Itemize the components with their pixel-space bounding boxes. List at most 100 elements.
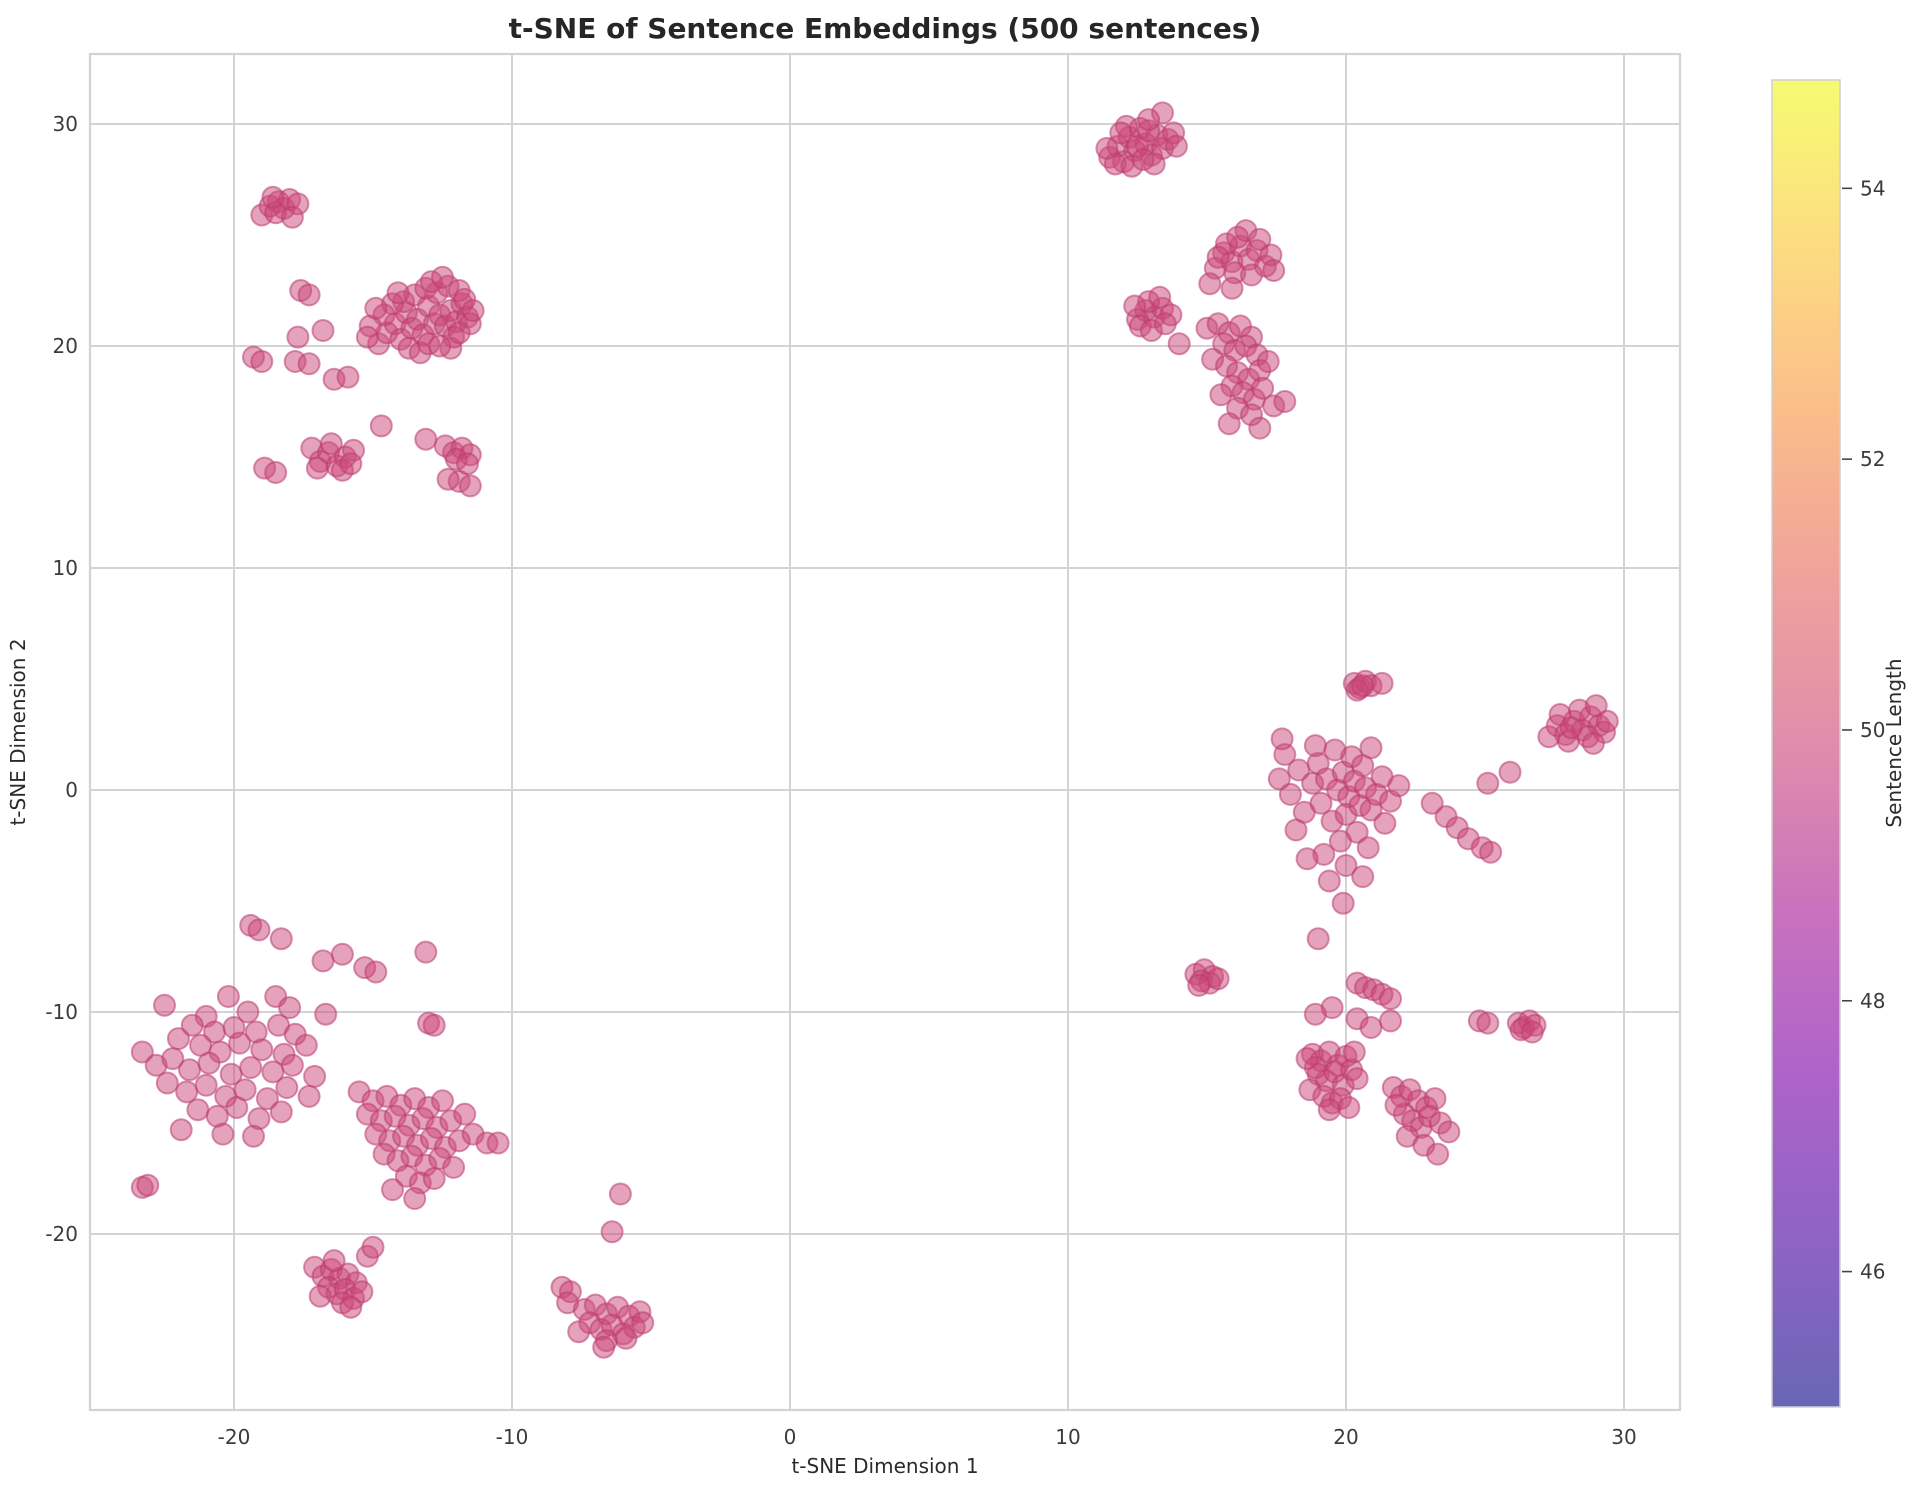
data-point (278, 996, 302, 1020)
chart-title: t-SNE of Sentence Embeddings (500 senten… (509, 12, 1262, 45)
data-point (275, 1076, 299, 1099)
data-point (461, 299, 485, 322)
data-point (153, 993, 176, 1017)
colorbar-tick-label: 50 (1860, 718, 1885, 742)
data-point (1317, 869, 1341, 893)
data-point (1498, 760, 1522, 784)
data-point (1520, 1020, 1544, 1044)
data-point (1295, 1047, 1319, 1071)
data-point (169, 1118, 193, 1142)
data-point (592, 1335, 616, 1359)
data-point (186, 1098, 210, 1122)
data-point (1306, 927, 1330, 951)
data-point (239, 1056, 263, 1079)
data-point (1351, 865, 1375, 889)
data-point (1262, 259, 1286, 282)
data-point (1328, 829, 1352, 853)
data-point (1323, 738, 1347, 762)
data-point (447, 321, 471, 345)
colorbar: 46 48 50 52 54 (1771, 79, 1885, 1408)
data-point (442, 1155, 466, 1179)
data-point (1479, 840, 1503, 864)
data-point (422, 1013, 446, 1037)
data-point (600, 1220, 624, 1244)
data-point (428, 334, 452, 358)
colorbar-tick-label: 46 (1860, 1260, 1885, 1284)
colorbar-gradient (1771, 79, 1841, 1408)
data-point (1131, 148, 1155, 171)
data-point (1595, 709, 1619, 733)
data-point (1267, 767, 1291, 791)
data-point (314, 1002, 338, 1026)
data-point (261, 185, 285, 209)
data-point (155, 1071, 179, 1095)
data-point (1337, 1096, 1361, 1119)
y-tick-label: 0 (65, 778, 78, 802)
data-point (1284, 818, 1308, 842)
data-point (431, 1089, 454, 1113)
data-point (1187, 973, 1211, 997)
data-point (280, 1053, 304, 1077)
y-tick-label: 10 (53, 556, 78, 580)
x-axis-label: t-SNE Dimension 1 (791, 1454, 978, 1478)
data-point (330, 942, 354, 966)
scatter-points (130, 101, 1619, 1359)
data-point (1220, 276, 1244, 300)
data-point (297, 352, 321, 376)
data-point (1209, 383, 1233, 407)
data-point (228, 1031, 252, 1055)
data-point (1248, 416, 1272, 440)
data-point (269, 1100, 293, 1124)
data-point (414, 940, 438, 964)
colorbar-label: Sentence Length (1882, 658, 1906, 827)
x-tick-label: 0 (784, 1425, 797, 1449)
data-point (178, 1058, 201, 1082)
data-point (386, 281, 410, 305)
data-point (161, 1047, 185, 1071)
data-point (1137, 108, 1161, 132)
data-point (364, 960, 388, 984)
data-point (1559, 716, 1583, 740)
x-tick-label: -10 (496, 1425, 529, 1449)
data-point (1295, 847, 1319, 871)
data-point (1420, 791, 1444, 815)
data-point (1426, 1142, 1450, 1166)
data-point (305, 456, 329, 480)
data-point (336, 365, 360, 389)
data-point (280, 205, 304, 229)
data-point (1206, 967, 1230, 991)
data-point (166, 1027, 190, 1051)
data-point (453, 1102, 477, 1126)
x-tick-label: 30 (1611, 1425, 1636, 1449)
data-point (216, 985, 240, 1008)
data-point (1373, 811, 1397, 835)
data-point (250, 1038, 274, 1062)
data-point (414, 427, 438, 451)
data-point (1270, 727, 1294, 751)
data-point (1384, 1093, 1408, 1117)
data-point (1303, 1002, 1327, 1026)
y-tick-label: -10 (45, 1000, 78, 1024)
data-point (308, 1284, 332, 1308)
data-point (1303, 734, 1327, 758)
y-tick-label: 30 (53, 112, 78, 136)
data-point (286, 325, 310, 349)
data-point (1379, 1009, 1402, 1033)
data-point (297, 283, 321, 307)
data-point (436, 467, 460, 491)
colorbar-tick-label: 48 (1860, 989, 1885, 1013)
data-point (355, 325, 379, 349)
data-point (1331, 891, 1355, 915)
data-point (1351, 674, 1375, 698)
data-point (1217, 412, 1241, 436)
data-point (350, 1280, 374, 1304)
data-point (1240, 263, 1263, 287)
data-point (1359, 736, 1383, 760)
data-point (1226, 225, 1250, 249)
data-point (1581, 731, 1605, 755)
data-point (364, 296, 388, 320)
data-point (1167, 332, 1191, 356)
data-point (269, 927, 293, 951)
data-point (1387, 774, 1411, 798)
